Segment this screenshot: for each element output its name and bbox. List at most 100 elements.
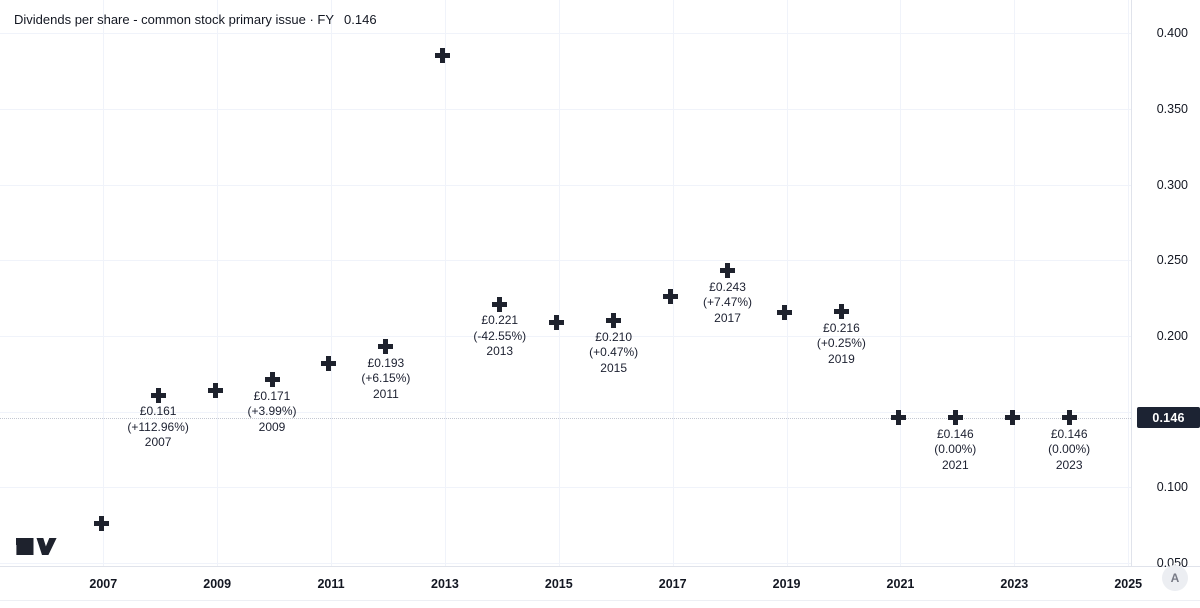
- data-point-marker[interactable]: [378, 339, 394, 355]
- data-point-marker[interactable]: [776, 305, 792, 321]
- gridline-vertical: [1014, 0, 1016, 566]
- data-point-marker[interactable]: [264, 372, 280, 388]
- time-tick-label: 2017: [658, 577, 687, 591]
- indicator-title: Dividends per share - common stock prima…: [14, 12, 335, 27]
- bottom-divider: [0, 600, 1200, 601]
- data-point-marker[interactable]: [947, 410, 963, 426]
- time-tick-label: 2023: [1000, 577, 1029, 591]
- data-point-label: £0.243 (+7.47%) 2017: [663, 280, 793, 327]
- data-point-marker[interactable]: [492, 296, 508, 312]
- data-point-label: £0.216 (+0.25%) 2019: [776, 321, 906, 368]
- time-tick-label: 2025: [1114, 577, 1143, 591]
- current-value-dotted-line: [0, 417, 1131, 419]
- time-tick-label: 2007: [89, 577, 118, 591]
- time-axis-border: [0, 566, 1200, 567]
- data-point-label: £0.193 (+6.15%) 2011: [321, 356, 451, 403]
- data-point-label-line: £0.216: [823, 320, 860, 335]
- gridline-horizontal: [0, 184, 1131, 186]
- indicator-current-value: 0.146: [344, 12, 377, 27]
- gridline-vertical: [1128, 0, 1130, 566]
- gridline-vertical: [103, 0, 105, 566]
- price-tick-label: 0.100: [1156, 480, 1188, 495]
- time-tick-label: 2015: [544, 577, 573, 591]
- gridline-horizontal: [0, 33, 1131, 35]
- gridline-vertical: [217, 0, 219, 566]
- price-tick-label: 0.250: [1156, 253, 1188, 268]
- data-point-label-line: £0.210: [595, 329, 632, 344]
- data-point-marker[interactable]: [1061, 410, 1077, 426]
- auto-scale-label: A: [1170, 571, 1180, 585]
- data-point-label-line: 2011: [372, 386, 399, 401]
- time-tick-label: 2019: [772, 577, 801, 591]
- data-point-label-line: £0.161: [139, 404, 177, 419]
- data-point-label-line: (0.00%): [934, 442, 977, 457]
- data-point-label: £0.221 (-42.55%) 2013: [435, 313, 565, 360]
- data-point-label: £0.146 (0.00%) 2023: [1004, 427, 1134, 474]
- gridline-vertical: [558, 0, 560, 566]
- current-price-badge-value: 0.146: [1152, 410, 1185, 425]
- gridline-horizontal: [0, 260, 1131, 262]
- gridline-horizontal: [0, 108, 1131, 110]
- data-point-label-line: £0.146: [1050, 426, 1088, 441]
- data-point-label-line: (+0.25%): [816, 336, 866, 351]
- data-point-marker[interactable]: [435, 48, 451, 64]
- data-point-label-line: £0.243: [709, 279, 746, 294]
- data-point-label-line: (+7.47%): [703, 295, 753, 310]
- data-point-label-line: 2021: [941, 457, 969, 472]
- data-point-marker[interactable]: [93, 516, 109, 532]
- data-point-label: £0.161 (+112.96%) 2007: [93, 404, 223, 451]
- time-tick-label: 2021: [886, 577, 915, 591]
- gridline-vertical: [900, 0, 902, 566]
- time-tick-label: 2011: [317, 577, 345, 591]
- price-tick-label: 0.400: [1156, 26, 1188, 41]
- data-point-label-line: 2023: [1055, 457, 1083, 472]
- data-point-label-line: (-42.55%): [473, 328, 527, 343]
- indicator-legend[interactable]: Dividends per share - common stock prima…: [14, 12, 377, 27]
- data-point-label-line: £0.146: [936, 426, 974, 441]
- data-point-marker[interactable]: [207, 383, 223, 399]
- data-point-label-line: (+6.15%): [361, 371, 411, 386]
- time-tick-label: 2009: [203, 577, 232, 591]
- price-axis-border: [1131, 0, 1132, 566]
- gridline-vertical: [786, 0, 788, 566]
- data-point-label-line: 2019: [828, 351, 855, 366]
- gridline-vertical: [672, 0, 674, 566]
- price-tick-label: 0.300: [1156, 177, 1188, 192]
- tradingview-logo-icon[interactable]: [16, 538, 58, 556]
- data-point-marker[interactable]: [720, 263, 736, 279]
- data-point-label-line: (+112.96%): [127, 419, 189, 434]
- current-price-badge: 0.146: [1137, 407, 1200, 428]
- price-tick-label: 0.350: [1156, 101, 1188, 116]
- data-point-label-line: £0.171: [253, 388, 291, 403]
- data-point-marker[interactable]: [890, 410, 906, 426]
- gridline-horizontal: [0, 411, 1131, 413]
- time-axis[interactable]: 2007 2009 2011 2013 2015 2017 2019 2021 2023 2025: [0, 567, 1200, 600]
- time-tick-label: 2013: [431, 577, 459, 591]
- auto-scale-button[interactable]: A: [1162, 565, 1188, 591]
- data-point-label: £0.210 (+0.47%) 2015: [549, 330, 679, 377]
- data-point-marker[interactable]: [150, 387, 166, 403]
- data-point-marker[interactable]: [321, 355, 337, 371]
- data-point-label-line: 2007: [144, 435, 172, 450]
- data-point-marker[interactable]: [663, 289, 679, 305]
- price-tick-label: 0.200: [1156, 329, 1188, 344]
- data-point-label-line: (0.00%): [1048, 442, 1091, 457]
- data-point-label-line: 2009: [258, 419, 286, 434]
- data-point-label-line: 2015: [600, 360, 627, 375]
- data-point-label-line: (+0.47%): [589, 345, 639, 360]
- data-point-marker[interactable]: [1004, 410, 1020, 426]
- data-point-marker[interactable]: [606, 313, 622, 329]
- data-point-label-line: £0.193: [367, 355, 405, 370]
- gridline-horizontal: [0, 563, 1131, 565]
- gridline-vertical: [331, 0, 333, 566]
- gridline-horizontal: [0, 336, 1131, 338]
- data-point-label-line: 2017: [714, 310, 741, 325]
- data-point-label: £0.171 (+3.99%) 2009: [207, 389, 337, 436]
- data-point-label-line: £0.221: [481, 313, 519, 328]
- data-point-marker[interactable]: [833, 304, 849, 320]
- data-point-marker[interactable]: [549, 314, 565, 330]
